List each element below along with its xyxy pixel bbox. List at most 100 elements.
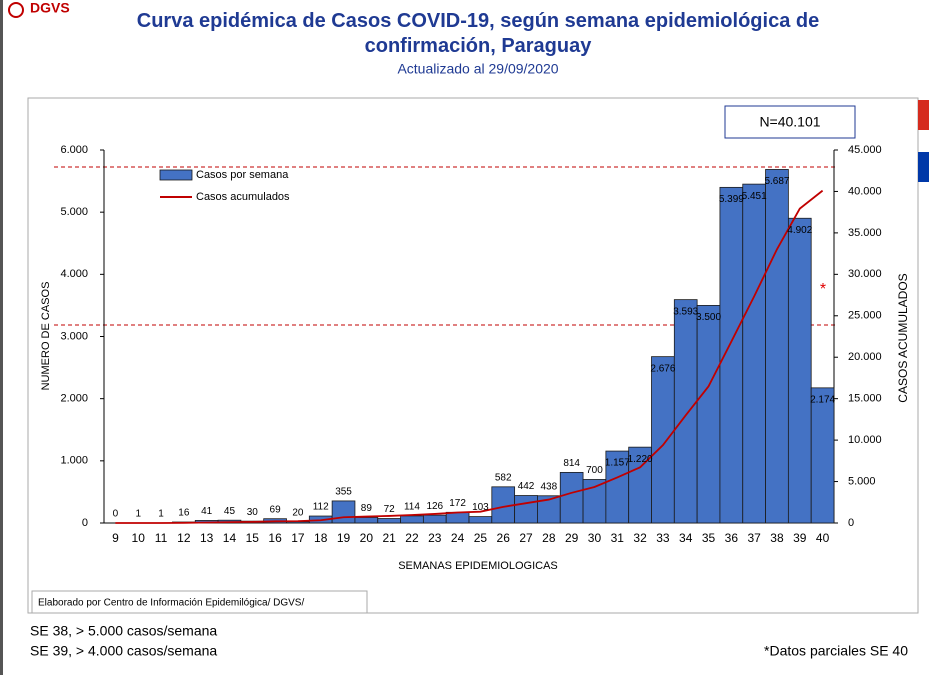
y-tick-label: 5.000 xyxy=(60,206,88,218)
data-label: 0 xyxy=(113,509,119,520)
data-label: 20 xyxy=(292,507,304,518)
bar xyxy=(332,501,355,523)
x-tick-label: 9 xyxy=(112,531,119,545)
source: Elaborado por Centro de Información Epid… xyxy=(38,598,304,609)
data-label: 5.687 xyxy=(764,176,789,187)
data-label: 126 xyxy=(426,501,443,512)
data-label: 5.399 xyxy=(719,194,744,205)
data-label: 114 xyxy=(404,502,420,513)
x-tick-label: 37 xyxy=(747,531,761,545)
y2-axis-label: CASOS ACUMULADOS xyxy=(896,273,910,402)
y-tick-label: 25.000 xyxy=(848,310,882,322)
data-label: 45 xyxy=(224,506,236,517)
bar xyxy=(583,479,606,523)
y-tick-label: 2.000 xyxy=(60,393,88,405)
legend-swatch xyxy=(160,170,192,180)
y-tick-label: 0 xyxy=(848,517,854,529)
y-tick-label: 40.000 xyxy=(848,185,882,197)
left-edge xyxy=(0,0,3,675)
bar xyxy=(423,515,446,523)
data-label: 112 xyxy=(313,502,329,513)
data-label: 2.174 xyxy=(810,394,835,405)
x-tick-label: 24 xyxy=(451,531,465,545)
y-tick-label: 20.000 xyxy=(848,351,882,363)
y-tick-label: 4.000 xyxy=(60,268,88,280)
y-tick-label: 5.000 xyxy=(848,475,876,487)
data-label: 89 xyxy=(361,503,373,514)
data-label: 3.593 xyxy=(673,306,698,317)
x-tick-label: 26 xyxy=(497,531,511,545)
y-tick-label: 3.000 xyxy=(60,330,88,342)
x-tick-label: 28 xyxy=(542,531,556,545)
x-tick-label: 14 xyxy=(223,531,237,545)
x-tick-label: 12 xyxy=(177,531,191,545)
chart-title: Curva epidémica de Casos COVID-19, según… xyxy=(137,10,819,57)
x-tick-label: 19 xyxy=(337,531,351,545)
bar xyxy=(401,516,424,523)
x-tick-label: 13 xyxy=(200,531,214,545)
bar xyxy=(811,388,834,523)
x-tick-label: 32 xyxy=(633,531,647,545)
data-label: 355 xyxy=(335,487,352,498)
data-label: 3.500 xyxy=(696,312,721,323)
x-axis-label: SEMANAS EPIDEMIOLOGICAS xyxy=(398,560,558,572)
y-tick-label: 30.000 xyxy=(848,268,882,280)
data-label: 72 xyxy=(384,504,396,515)
note: SE 38, > 5.000 casos/semana xyxy=(30,623,217,639)
data-label: 700 xyxy=(586,465,603,476)
data-label: 1 xyxy=(158,509,164,520)
x-tick-label: 27 xyxy=(519,531,533,545)
data-label: 41 xyxy=(201,506,213,517)
x-tick-label: 15 xyxy=(246,531,260,545)
logo-icon xyxy=(9,3,23,17)
x-tick-label: 33 xyxy=(656,531,670,545)
data-label: 582 xyxy=(495,472,512,483)
x-tick-label: 35 xyxy=(702,531,716,545)
data-label: 814 xyxy=(563,458,580,469)
bar xyxy=(560,472,583,523)
note: SE 39, > 4.000 casos/semana xyxy=(30,643,217,659)
footnote: *Datos parciales SE 40 xyxy=(764,643,908,659)
data-label: 2.676 xyxy=(650,363,675,374)
data-label: 1.220 xyxy=(628,454,653,465)
x-tick-label: 39 xyxy=(793,531,807,545)
x-tick-label: 38 xyxy=(770,531,784,545)
legend-label: Casos acumulados xyxy=(196,191,290,203)
x-tick-label: 21 xyxy=(382,531,396,545)
data-label: 30 xyxy=(247,507,259,518)
bar xyxy=(674,300,697,523)
bar xyxy=(788,218,811,523)
data-label: 103 xyxy=(472,502,489,513)
x-tick-label: 22 xyxy=(405,531,419,545)
bar xyxy=(469,517,492,523)
partial-marker: * xyxy=(820,281,826,298)
bar xyxy=(355,517,378,523)
bar xyxy=(766,169,789,523)
data-label: 16 xyxy=(178,508,190,519)
data-label: 5.451 xyxy=(742,191,767,202)
x-tick-label: 10 xyxy=(132,531,146,545)
bar xyxy=(720,187,743,523)
x-tick-label: 34 xyxy=(679,531,693,545)
data-label: 172 xyxy=(449,498,466,509)
y-tick-label: 35.000 xyxy=(848,227,882,239)
data-label: 1 xyxy=(135,509,141,520)
n-label: N=40.101 xyxy=(759,114,820,130)
y-axis-label: NUMERO DE CASOS xyxy=(40,282,52,391)
x-tick-label: 40 xyxy=(816,531,830,545)
bar xyxy=(378,519,401,523)
data-label: 4.902 xyxy=(787,225,812,236)
y-tick-label: 1.000 xyxy=(60,455,88,467)
x-tick-label: 17 xyxy=(291,531,305,545)
bar xyxy=(652,357,675,523)
y-tick-label: 15.000 xyxy=(848,393,882,405)
data-label: 438 xyxy=(541,481,558,492)
data-label: 442 xyxy=(518,481,535,492)
data-label: 1.157 xyxy=(605,458,630,469)
bar xyxy=(697,305,720,523)
y-tick-label: 10.000 xyxy=(848,434,882,446)
flag-red xyxy=(918,100,929,130)
x-tick-label: 36 xyxy=(725,531,739,545)
x-tick-label: 25 xyxy=(474,531,488,545)
